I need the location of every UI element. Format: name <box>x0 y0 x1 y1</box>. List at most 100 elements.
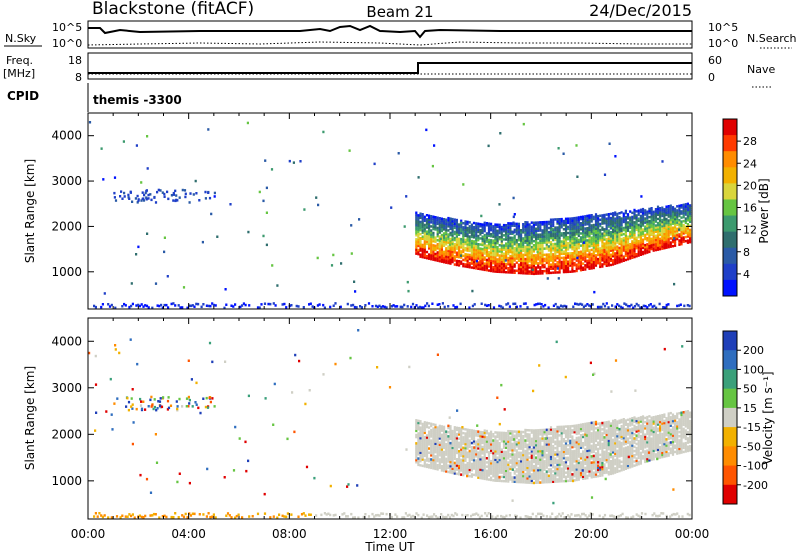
data-cell <box>560 262 563 266</box>
data-cell <box>492 470 495 474</box>
data-cell <box>468 261 471 265</box>
data-cell <box>114 306 117 310</box>
data-cell <box>502 456 506 460</box>
colorbar-swatch <box>723 119 737 136</box>
data-cell <box>440 221 443 225</box>
data-cell <box>475 256 478 260</box>
data-cell <box>428 459 431 463</box>
data-cell <box>541 241 544 244</box>
data-cell <box>558 469 561 473</box>
data-cell <box>425 438 429 441</box>
data-cell <box>425 224 429 227</box>
data-cell <box>423 440 426 443</box>
data-cell <box>601 216 604 219</box>
data-cell <box>582 227 585 231</box>
data-cell <box>564 471 568 474</box>
data-cell <box>423 425 426 428</box>
data-cell <box>597 259 600 263</box>
data-cell <box>460 246 463 249</box>
data-cell <box>620 221 623 224</box>
data-cell <box>582 452 585 455</box>
data-cell <box>564 236 568 239</box>
data-cell <box>146 135 149 138</box>
data-cell <box>390 206 393 209</box>
data-cell <box>684 217 687 220</box>
data-cell <box>545 228 548 232</box>
data-cell <box>671 214 675 217</box>
data-cell <box>453 218 456 221</box>
data-cell <box>571 256 574 259</box>
data-cell <box>421 422 424 426</box>
data-cell <box>425 222 429 225</box>
data-cell <box>624 254 627 258</box>
data-cell <box>641 234 645 237</box>
data-cell <box>556 238 559 241</box>
data-cell <box>466 455 469 459</box>
data-cell <box>661 245 664 248</box>
data-cell <box>626 237 630 241</box>
data-cell <box>547 271 550 275</box>
data-cell <box>472 250 476 253</box>
data-cell <box>483 237 486 241</box>
data-cell <box>492 253 495 257</box>
data-cell <box>603 213 606 217</box>
data-cell <box>494 443 497 447</box>
data-cell <box>470 225 473 228</box>
data-cell <box>556 448 559 452</box>
data-cell <box>614 260 617 263</box>
data-cell <box>500 227 503 231</box>
data-cell <box>629 216 632 219</box>
data-cell <box>483 244 486 247</box>
data-cell <box>175 194 178 197</box>
data-cell <box>430 249 433 253</box>
data-cell <box>601 214 604 217</box>
data-cell <box>652 241 655 244</box>
data-cell <box>436 457 439 461</box>
data-cell <box>552 478 555 481</box>
data-cell <box>575 228 578 232</box>
data-cell <box>485 471 488 475</box>
data-cell <box>502 450 506 454</box>
data-cell <box>425 220 429 223</box>
data-cell <box>539 235 542 238</box>
y-tick-label: 4000 <box>51 129 82 143</box>
data-cell <box>479 251 482 254</box>
data-cell <box>430 221 433 224</box>
data-cell <box>545 460 548 463</box>
data-cell <box>507 228 510 231</box>
data-cell <box>509 232 512 235</box>
data-cell <box>472 256 476 259</box>
data-cell <box>507 222 510 225</box>
data-cell <box>507 236 510 239</box>
data-cell <box>496 233 499 237</box>
data-cell <box>554 230 557 233</box>
data-cell <box>309 302 312 305</box>
data-cell <box>451 228 454 231</box>
data-cell <box>460 444 463 447</box>
data-cell <box>671 222 675 225</box>
data-cell <box>629 234 632 238</box>
data-cell <box>141 197 144 201</box>
data-cell <box>539 460 542 463</box>
data-cell <box>558 264 561 268</box>
data-cell <box>659 213 662 216</box>
data-cell <box>410 305 413 309</box>
data-cell <box>588 240 591 244</box>
data-cell <box>524 302 527 305</box>
data-cell <box>425 232 429 235</box>
data-cell <box>554 453 557 456</box>
data-cell <box>213 195 216 198</box>
data-cell <box>528 447 531 451</box>
data-cell <box>477 236 480 240</box>
data-cell <box>564 244 568 247</box>
data-cell <box>449 250 452 253</box>
data-cell <box>564 452 568 455</box>
data-cell <box>569 256 572 259</box>
data-cell <box>635 220 638 223</box>
data-cell <box>579 429 583 433</box>
data-cell <box>505 467 508 470</box>
data-cell <box>573 472 576 476</box>
data-cell <box>530 245 533 249</box>
data-cell <box>537 450 540 453</box>
data-cell <box>682 224 685 227</box>
